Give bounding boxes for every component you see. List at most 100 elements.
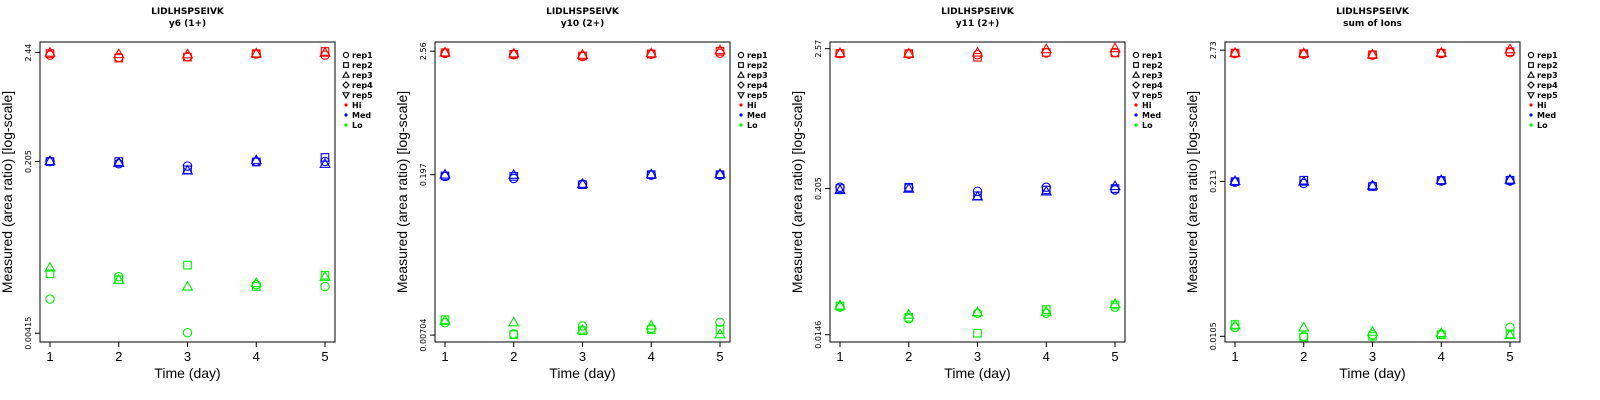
x-axis-label: Time (day) bbox=[549, 365, 615, 381]
legend-label: rep4 bbox=[352, 81, 373, 90]
x-tick-label: 1 bbox=[441, 349, 448, 364]
data-point-lo-rep2 bbox=[509, 330, 519, 340]
data-point-lo-rep3 bbox=[44, 261, 56, 272]
data-point-lo-rep3 bbox=[112, 273, 125, 284]
legend-label: rep2 bbox=[1537, 61, 1558, 70]
y-tick-label: 0.205 bbox=[24, 150, 33, 173]
legend-label: Med bbox=[747, 111, 766, 120]
legend-rep3-symbol bbox=[737, 70, 745, 78]
data-point-med-rep2 bbox=[320, 153, 330, 162]
data-point-lo-rep3 bbox=[1366, 325, 1379, 336]
y-tick-label: 0.00704 bbox=[419, 319, 428, 352]
data-point-hi-rep3 bbox=[1504, 43, 1516, 54]
legend-lo-dot bbox=[1134, 123, 1138, 127]
x-tick-label: 2 bbox=[1300, 349, 1307, 364]
x-axis-label: Time (day) bbox=[1339, 365, 1405, 381]
data-point-med-rep3 bbox=[1504, 173, 1516, 184]
data-point-lo-rep2 bbox=[1368, 331, 1377, 341]
legend-med-dot bbox=[1529, 113, 1533, 117]
series-lo bbox=[834, 297, 1121, 338]
legend-hi-dot bbox=[739, 103, 743, 107]
x-axis-label: Time (day) bbox=[154, 365, 220, 381]
legend-label: rep2 bbox=[352, 61, 373, 70]
legend-label: rep4 bbox=[1142, 81, 1163, 90]
x-tick-label: 4 bbox=[253, 349, 260, 364]
legend-label: rep5 bbox=[1142, 91, 1163, 100]
data-point-lo-rep2 bbox=[183, 260, 192, 270]
legend-lo-dot bbox=[344, 123, 348, 127]
data-point-lo-rep3 bbox=[507, 316, 520, 327]
data-point-med-rep3 bbox=[112, 156, 125, 167]
legend-label: Hi bbox=[1142, 101, 1152, 110]
data-point-hi-rep3 bbox=[902, 47, 915, 58]
legend-hi-dot bbox=[1529, 103, 1533, 107]
chart-title: LIDLHSPSEIVK bbox=[941, 7, 1015, 17]
legend-rep5-symbol bbox=[737, 92, 745, 100]
data-point-lo-rep3 bbox=[834, 299, 846, 310]
legend-label: rep3 bbox=[352, 71, 373, 80]
data-point-med-rep3 bbox=[1297, 175, 1310, 186]
data-point-med-rep3 bbox=[181, 164, 194, 175]
data-point-med-rep3 bbox=[714, 168, 726, 179]
data-point-med-rep3 bbox=[250, 154, 263, 165]
legend-label: rep2 bbox=[1142, 61, 1163, 70]
data-point-lo-rep3 bbox=[1435, 327, 1448, 338]
chart-panel-4: LIDLHSPSEIVK sum of Ions 1 2 3 4 5 2.73 0.213 0.0… bbox=[1184, 7, 1558, 381]
data-point-hi-rep3 bbox=[112, 48, 125, 59]
data-point-hi-rep2 bbox=[183, 52, 192, 62]
data-point-med-rep3 bbox=[1109, 179, 1121, 191]
x-tick-label: 4 bbox=[1043, 349, 1050, 364]
legend-med-dot bbox=[739, 113, 743, 117]
data-point-hi-rep3 bbox=[1109, 42, 1121, 53]
legend-label: Hi bbox=[1537, 101, 1547, 110]
y-tick-label: 2.44 bbox=[24, 44, 33, 62]
legend-label: Med bbox=[1142, 111, 1161, 120]
series-lo bbox=[1229, 319, 1516, 342]
x-tick-label: 3 bbox=[974, 349, 981, 364]
legend-label: rep4 bbox=[747, 81, 768, 90]
series-med bbox=[1229, 173, 1516, 191]
legend-hi-dot bbox=[1134, 103, 1138, 107]
data-point-lo-rep3 bbox=[645, 319, 658, 330]
series-hi bbox=[834, 42, 1121, 62]
legend-label: rep5 bbox=[1537, 91, 1558, 100]
x-tick-label: 5 bbox=[321, 349, 328, 364]
y-tick-label: 2.56 bbox=[419, 42, 428, 60]
series-lo bbox=[44, 260, 331, 338]
legend-rep2-symbol bbox=[738, 62, 744, 68]
y-tick-label: 0.0105 bbox=[1209, 322, 1218, 350]
data-point-lo-rep3 bbox=[1297, 321, 1310, 332]
legend-rep5-symbol bbox=[342, 92, 350, 100]
legend-label: Lo bbox=[352, 121, 363, 130]
legend-label: rep1 bbox=[352, 51, 373, 60]
x-tick-label: 2 bbox=[510, 349, 517, 364]
x-tick-label: 1 bbox=[46, 349, 53, 364]
legend-rep2-symbol bbox=[1133, 62, 1139, 68]
legend-rep1-symbol bbox=[1132, 51, 1140, 59]
data-point-hi-rep2 bbox=[835, 49, 845, 58]
chart-panel-1: LIDLHSPSEIVK y6 (1+) 1 2 3 4 5 2.44 0.205 0.00415… bbox=[0, 7, 373, 381]
data-point-lo-rep1 bbox=[320, 281, 330, 292]
data-point-lo-rep1 bbox=[715, 317, 725, 327]
legend-rep4-symbol bbox=[1527, 81, 1535, 89]
x-tick-label: 2 bbox=[905, 349, 912, 364]
data-point-med-rep3 bbox=[1229, 175, 1241, 186]
data-point-hi-rep3 bbox=[834, 46, 846, 58]
legend-label: rep1 bbox=[747, 51, 768, 60]
data-point-lo-rep2 bbox=[835, 301, 845, 311]
legend-rep5-symbol bbox=[1527, 92, 1535, 100]
data-point-lo-rep3 bbox=[439, 314, 451, 325]
legend-med-dot bbox=[1134, 113, 1138, 117]
y-tick-label: 2.73 bbox=[1209, 41, 1218, 59]
data-point-hi-rep3 bbox=[507, 47, 520, 58]
data-point-lo-rep1 bbox=[972, 308, 983, 319]
chart-title: LIDLHSPSEIVK bbox=[151, 7, 225, 17]
legend-label: rep3 bbox=[1537, 71, 1558, 80]
x-axis-label: Time (day) bbox=[944, 365, 1010, 381]
y-axis-label: Measured (area ratio) [log-scale] bbox=[394, 91, 410, 293]
series-med bbox=[834, 179, 1121, 201]
data-point-hi-rep2 bbox=[1230, 48, 1240, 58]
plot-frame bbox=[434, 41, 731, 343]
legend-label: Lo bbox=[1142, 121, 1153, 130]
